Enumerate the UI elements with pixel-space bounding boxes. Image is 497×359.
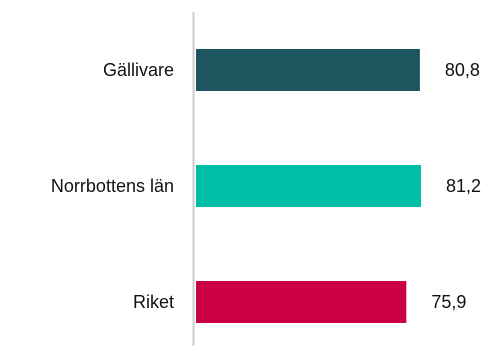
category-label: Gällivare: [103, 60, 174, 80]
bar: [196, 49, 420, 91]
bars-layer: Gällivare 80,8 Norrbottens län 81,2 Riket 75,…: [51, 49, 481, 323]
value-label: 81,2: [446, 176, 481, 196]
bar: [196, 281, 407, 323]
value-label: 75,9: [431, 292, 466, 312]
category-label: Norrbottens län: [51, 176, 174, 196]
bar: [196, 165, 421, 207]
value-label: 80,8: [445, 60, 480, 80]
category-label: Riket: [133, 292, 174, 312]
